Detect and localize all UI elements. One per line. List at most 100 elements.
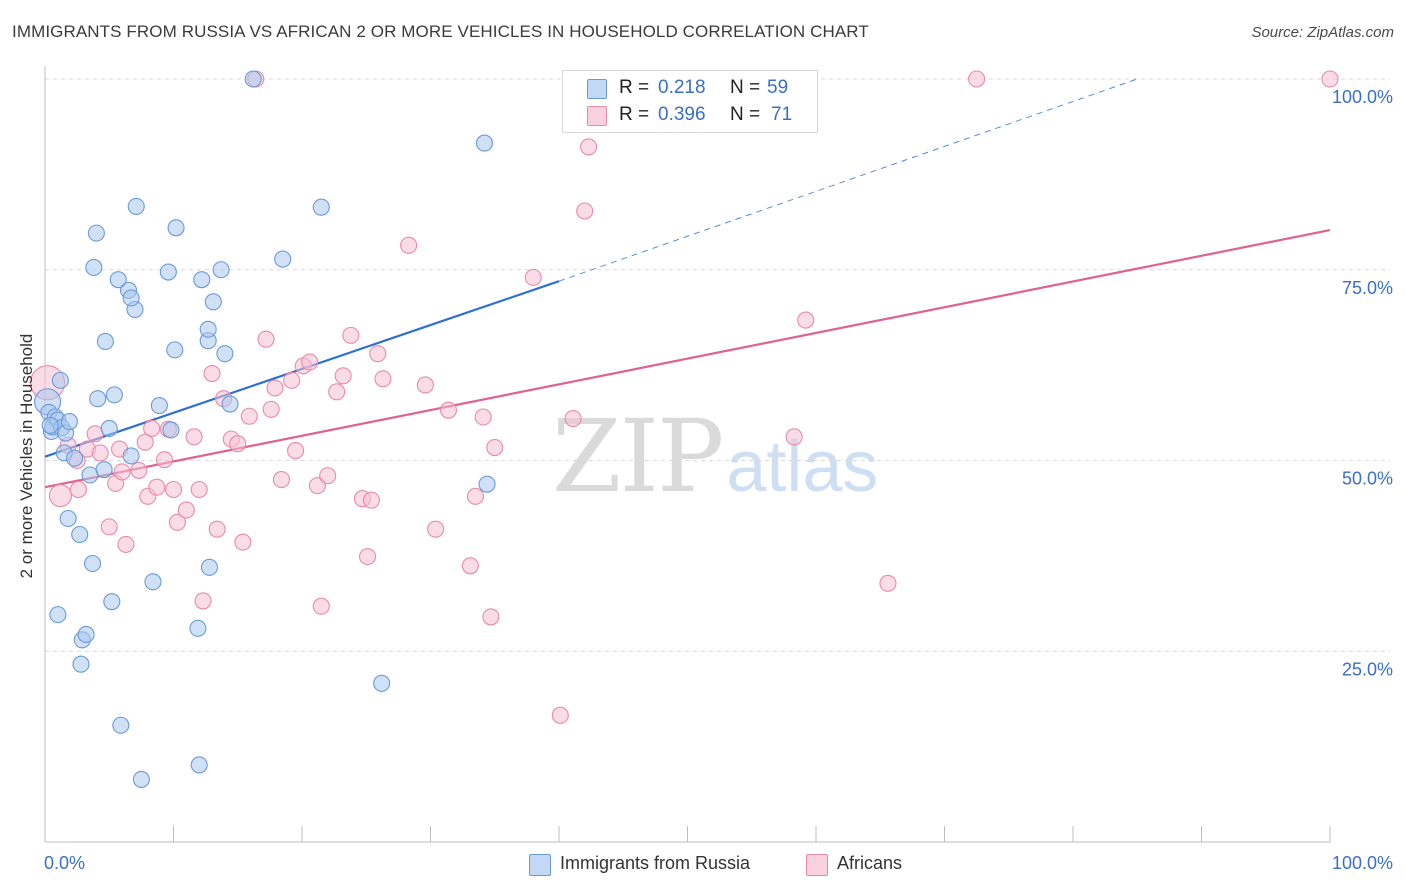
africans-point bbox=[461, 557, 479, 575]
russia-point bbox=[132, 770, 150, 788]
russia-point bbox=[167, 219, 185, 237]
legend-swatch-russia bbox=[587, 79, 607, 99]
africans-point bbox=[164, 480, 183, 499]
africans-point bbox=[177, 501, 195, 519]
africans-point bbox=[148, 478, 166, 496]
africans-point bbox=[69, 480, 87, 499]
africans-point bbox=[400, 236, 418, 254]
africans-point bbox=[319, 467, 337, 485]
bottom-legend-label-russia: Immigrants from Russia bbox=[560, 853, 751, 873]
africans-point bbox=[136, 433, 154, 451]
grid-lines bbox=[45, 78, 1390, 652]
russia-point bbox=[478, 475, 496, 493]
russia-point bbox=[112, 716, 130, 734]
africans-point bbox=[266, 379, 284, 397]
africans-point bbox=[190, 480, 208, 499]
russia-trend-extension bbox=[558, 78, 1138, 282]
africans-point bbox=[143, 419, 161, 438]
africans-point bbox=[113, 463, 131, 481]
russia-point bbox=[150, 397, 168, 415]
legend-n-value: 71 bbox=[771, 104, 793, 125]
africans-point bbox=[155, 451, 174, 469]
legend-n-label: N = bbox=[730, 77, 761, 98]
data-points bbox=[30, 70, 1339, 788]
russia-point bbox=[87, 224, 105, 242]
africans-point bbox=[427, 520, 445, 538]
africans-point bbox=[100, 518, 118, 536]
africans-point bbox=[240, 407, 258, 425]
legend-r-value: 0.218 bbox=[658, 77, 706, 98]
russia-point bbox=[199, 320, 217, 338]
russia-point bbox=[193, 271, 211, 289]
africans-point bbox=[130, 461, 148, 479]
africans-point bbox=[308, 477, 326, 495]
russia-point bbox=[127, 197, 145, 215]
russia-point bbox=[60, 413, 78, 431]
russia-point bbox=[49, 606, 67, 624]
africans-point bbox=[117, 535, 135, 553]
y-tick-label: 100.0% bbox=[1332, 87, 1393, 107]
africans-point bbox=[482, 608, 500, 626]
africans-point bbox=[1321, 70, 1339, 88]
africans-point bbox=[229, 435, 247, 453]
africans-trend-line bbox=[44, 228, 1331, 489]
russia-point bbox=[85, 258, 103, 277]
russia-point bbox=[105, 386, 123, 404]
africans-point bbox=[486, 438, 504, 457]
x-tick-label-right: 100.0% bbox=[1332, 853, 1393, 873]
x-tick-label-left: 0.0% bbox=[44, 853, 85, 873]
chart-source: Source: ZipAtlas.com bbox=[1251, 24, 1394, 41]
africans-point bbox=[374, 370, 392, 388]
russia-point bbox=[162, 421, 180, 439]
africans-point bbox=[283, 371, 301, 389]
russia-point bbox=[77, 625, 95, 644]
africans-point bbox=[312, 597, 330, 615]
axes bbox=[44, 66, 1331, 843]
russia-point bbox=[166, 341, 184, 359]
africans-point bbox=[194, 592, 212, 610]
legend-n-label: N = bbox=[730, 104, 761, 125]
africans-point bbox=[879, 574, 897, 592]
africans-point bbox=[362, 491, 380, 509]
russia-point bbox=[373, 674, 391, 692]
africans-point bbox=[262, 400, 280, 418]
bottom-legend-label-africans: Africans bbox=[837, 853, 903, 873]
russia-point bbox=[89, 390, 107, 408]
africans-point bbox=[369, 345, 387, 363]
legend-r-label: R = bbox=[619, 77, 650, 98]
russia-point bbox=[66, 449, 84, 467]
russia-point bbox=[71, 525, 89, 544]
bottom-legend-swatch-russia bbox=[529, 854, 551, 876]
africans-point bbox=[48, 484, 72, 508]
russia-point bbox=[190, 756, 208, 774]
russia-point bbox=[59, 509, 77, 528]
russia-point bbox=[122, 447, 140, 465]
africans-point bbox=[91, 444, 109, 462]
africans-point bbox=[168, 513, 186, 531]
africans-point bbox=[301, 353, 319, 371]
chart-title: IMMIGRANTS FROM RUSSIA VS AFRICAN 2 OR M… bbox=[12, 22, 869, 41]
russia-point bbox=[100, 419, 118, 438]
africans-point bbox=[203, 364, 221, 383]
africans-point bbox=[342, 326, 360, 344]
africans-point bbox=[439, 401, 458, 419]
russia-point bbox=[189, 619, 207, 637]
russia-point bbox=[122, 289, 140, 307]
russia-point bbox=[212, 261, 230, 279]
russia-point bbox=[204, 293, 222, 311]
russia-point bbox=[244, 70, 262, 88]
russia-point bbox=[221, 395, 239, 413]
africans-point bbox=[334, 367, 352, 385]
russia-point bbox=[159, 263, 177, 281]
russia-point bbox=[51, 371, 69, 389]
tick-labels: 25.0% 50.0% 75.0% 100.0% 0.0% 100.0% bbox=[44, 87, 1393, 873]
y-axis-title: 2 or more Vehicles in Household bbox=[17, 333, 36, 579]
africans-point bbox=[564, 409, 582, 428]
y-tick-label: 50.0% bbox=[1342, 469, 1393, 489]
africans-point bbox=[328, 383, 346, 401]
africans-point bbox=[551, 706, 569, 724]
russia-point bbox=[96, 332, 114, 351]
russia-point bbox=[216, 345, 234, 363]
